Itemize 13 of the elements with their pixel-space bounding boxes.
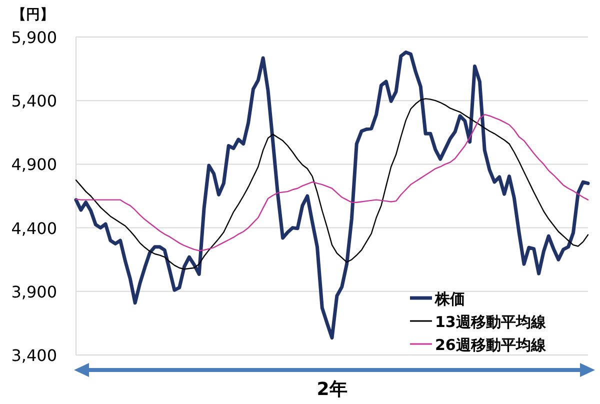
line-series <box>75 98 589 270</box>
y-tick-label: 3,400 <box>11 346 57 365</box>
line-series <box>75 114 589 252</box>
legend-label: 株価 <box>434 290 465 308</box>
text: 2年 <box>316 379 348 400</box>
y-tick-label: 4,400 <box>11 218 57 238</box>
y-tick-label: 4,900 <box>11 155 57 174</box>
y-tick-label: 5,900 <box>11 28 57 47</box>
y-axis-title: 【円】 <box>12 7 54 23</box>
y-tick-label: 5,400 <box>11 92 57 111</box>
legend-label: 13週移動平均線 <box>435 313 547 331</box>
legend-label: 26週移動平均線 <box>435 336 547 354</box>
y-tick-label: 3,900 <box>11 282 57 302</box>
